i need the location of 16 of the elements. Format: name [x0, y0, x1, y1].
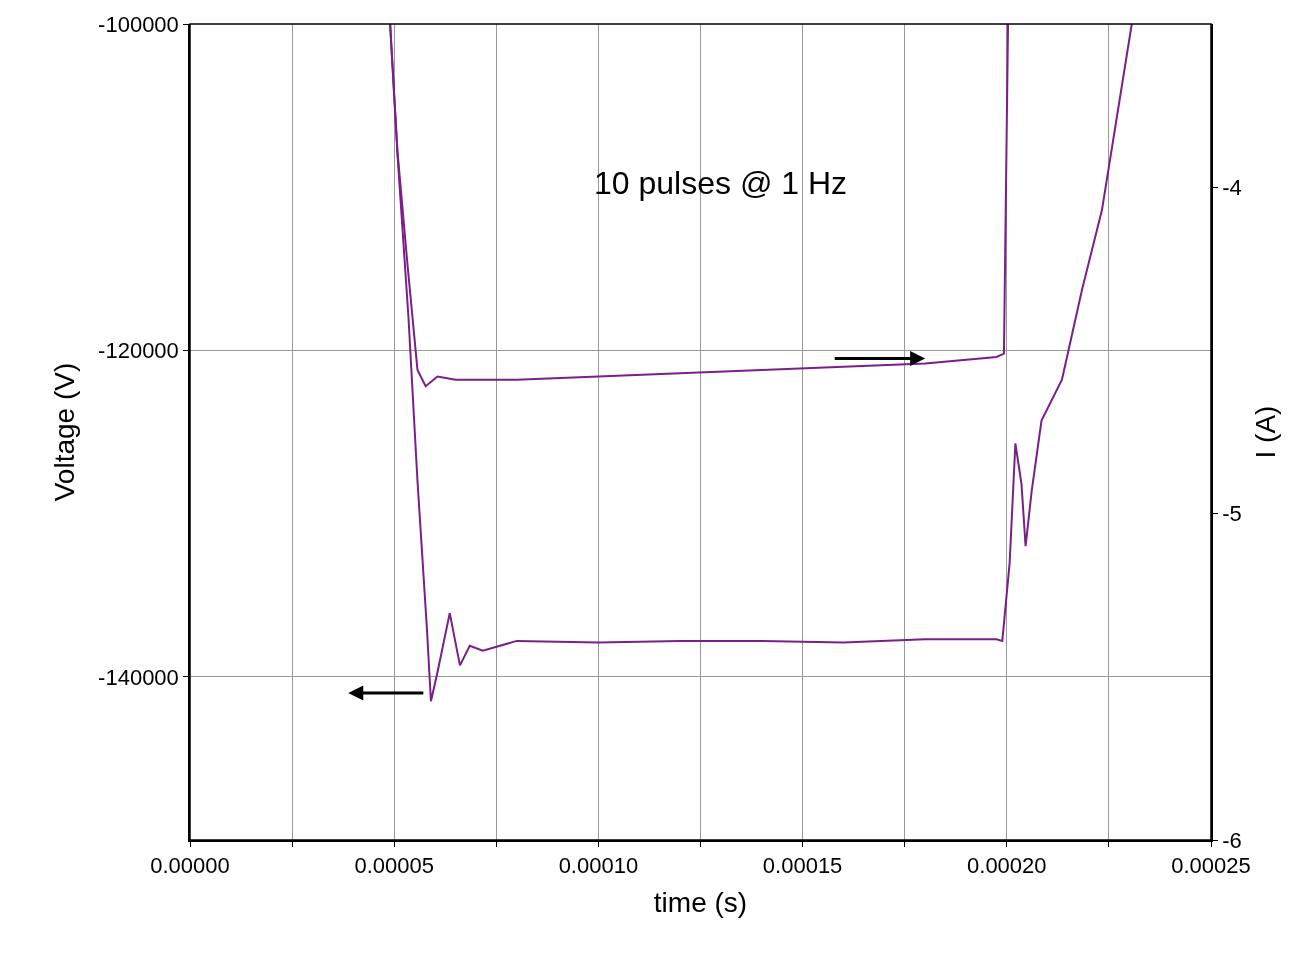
y-axis-title: Voltage (V) — [49, 362, 81, 502]
x-tick-label: 0.00010 — [558, 853, 639, 879]
x-tick-label: 0.00020 — [967, 853, 1047, 879]
x-axis-title: time (s) — [653, 886, 748, 918]
y-tick-label: -140000 — [98, 664, 179, 690]
annotation: 10 pulses @ 1 Hz — [594, 165, 848, 201]
x-tick-label: 0.00005 — [354, 853, 434, 879]
y2-tick-label: -4 — [1222, 174, 1242, 200]
x-tick-label: 0.00025 — [1171, 853, 1251, 879]
y-tick-label: -100000 — [98, 11, 179, 37]
y2-axis-title: I (A) — [1250, 405, 1282, 459]
y2-tick-label: -5 — [1222, 501, 1242, 527]
y-tick-label: -120000 — [98, 338, 179, 364]
y2-tick-label: -6 — [1222, 827, 1242, 853]
x-tick-label: 0.00000 — [150, 853, 230, 879]
x-tick-label: 0.00015 — [762, 853, 843, 879]
